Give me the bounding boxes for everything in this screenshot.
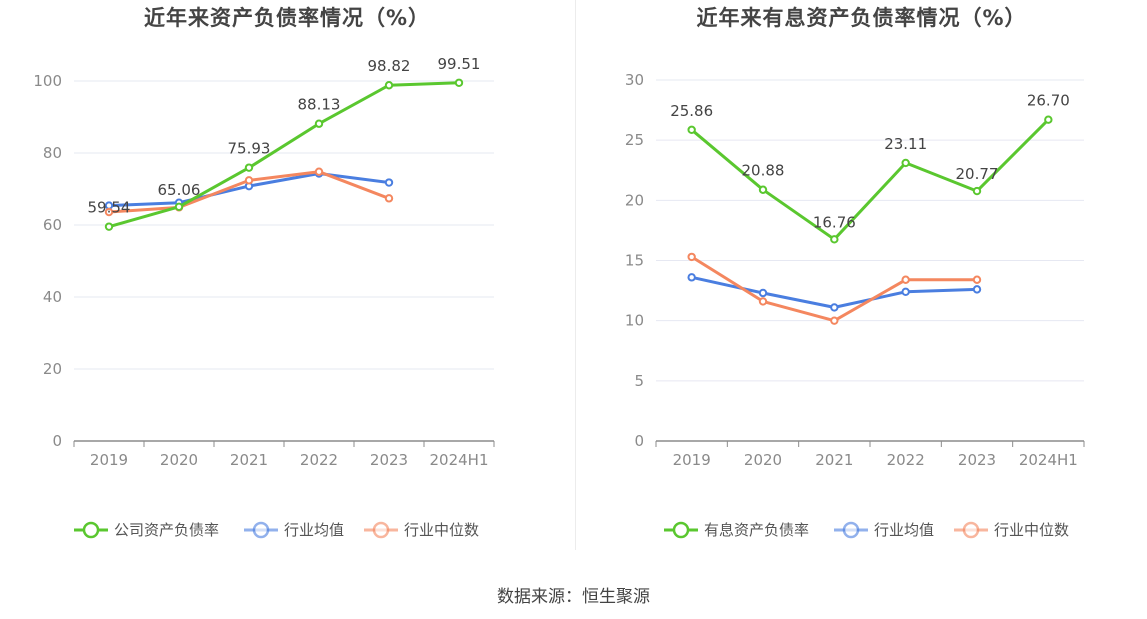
data-point xyxy=(830,235,839,244)
data-point xyxy=(901,275,910,284)
data-point xyxy=(384,178,394,187)
data-point xyxy=(1044,115,1053,124)
x-tick-label: 2021 xyxy=(230,451,268,469)
chart-title: 近年来资产负债率情况（%） xyxy=(143,6,431,30)
y-tick-label: 30 xyxy=(625,71,644,89)
data-point xyxy=(687,273,696,282)
y-tick-label: 40 xyxy=(43,288,62,306)
y-tick-label: 5 xyxy=(634,372,644,390)
series-line xyxy=(691,275,978,309)
interest-bearing-chart: 0 5 10 15 20 25 30 2019 2020 2021 2022 2023 2024H1 25… xyxy=(625,71,1085,539)
data-label: 88.13 xyxy=(298,96,341,114)
x-tick-label: 2023 xyxy=(958,451,996,469)
data-point xyxy=(972,186,982,196)
interest-bearing-chart-panel: 近年来有息资产负债率情况（%） 0 5 10 15 20 25 30 2019 2020 2021… xyxy=(576,0,1147,560)
data-label: 98.82 xyxy=(368,57,411,75)
asset-liability-chart-panel: 近年来资产负债率情况（%） 0 20 40 60 80 100 2019 2020 2021 20… xyxy=(0,0,574,560)
legend-label: 公司资产负债率 xyxy=(114,521,219,539)
data-point xyxy=(830,303,839,312)
legend-label: 行业均值 xyxy=(284,521,344,539)
data-point xyxy=(384,194,394,203)
legend-marker xyxy=(372,521,390,539)
data-label: 26.70 xyxy=(1027,92,1070,110)
y-tick-label: 20 xyxy=(625,191,644,209)
chart-title: 近年来有息资产负债率情况（%） xyxy=(696,6,1027,30)
data-point xyxy=(174,202,184,211)
x-tick-label: 2020 xyxy=(160,451,198,469)
x-tick-label: 2022 xyxy=(887,451,925,469)
panel-divider xyxy=(575,0,576,550)
y-tick-label: 0 xyxy=(52,432,62,450)
asset-liability-chart: 0 20 40 60 80 100 2019 2020 2021 2022 2023 2024H1 59… xyxy=(33,55,495,539)
data-source-note: 数据来源：恒生聚源 xyxy=(497,587,650,607)
data-label: 65.06 xyxy=(158,181,201,199)
y-tick-label: 25 xyxy=(625,131,644,149)
series-line xyxy=(108,81,460,229)
legend-marker xyxy=(252,521,270,539)
data-label: 99.51 xyxy=(438,55,481,73)
data-label: 16.76 xyxy=(813,213,856,231)
y-tick-label: 10 xyxy=(625,312,644,330)
x-tick-label: 2019 xyxy=(673,451,711,469)
data-point xyxy=(687,252,696,262)
data-label: 20.77 xyxy=(956,165,999,183)
data-point xyxy=(314,119,324,128)
data-point xyxy=(687,125,696,135)
legend-marker xyxy=(672,521,690,539)
y-tick-label: 15 xyxy=(625,252,644,270)
y-tick-label: 60 xyxy=(43,216,62,234)
data-point xyxy=(244,176,254,185)
data-point xyxy=(314,167,324,176)
legend-label: 行业均值 xyxy=(874,521,934,539)
y-tick-label: 100 xyxy=(33,72,62,90)
data-point xyxy=(104,207,114,217)
legend-label: 行业中位数 xyxy=(404,521,479,539)
x-tick-label: 2021 xyxy=(815,451,853,469)
data-point xyxy=(454,78,464,87)
data-label: 20.88 xyxy=(742,162,785,180)
x-tick-label: 2024H1 xyxy=(430,451,489,469)
data-point xyxy=(758,185,768,194)
x-tick-label: 2019 xyxy=(90,451,128,469)
legend-marker xyxy=(842,521,860,539)
data-point xyxy=(758,297,768,306)
x-tick-label: 2024H1 xyxy=(1019,451,1078,469)
data-point xyxy=(830,316,839,325)
data-point xyxy=(901,158,910,168)
data-point xyxy=(972,285,982,294)
x-tick-label: 2023 xyxy=(370,451,408,469)
data-point xyxy=(901,287,910,296)
legend-label: 有息资产负债率 xyxy=(704,521,809,539)
legend-label: 行业中位数 xyxy=(994,521,1069,539)
data-label: 75.93 xyxy=(228,140,271,158)
x-tick-label: 2022 xyxy=(300,451,338,469)
legend-marker xyxy=(962,521,980,539)
y-tick-label: 20 xyxy=(43,360,62,378)
data-point xyxy=(758,288,768,298)
data-point xyxy=(384,81,394,90)
data-point xyxy=(972,275,982,284)
legend-marker xyxy=(82,521,100,539)
data-point xyxy=(244,163,254,172)
data-label: 23.11 xyxy=(884,135,927,153)
data-label: 59.54 xyxy=(88,199,131,217)
y-tick-label: 0 xyxy=(634,432,644,450)
data-label: 25.86 xyxy=(670,102,713,120)
series-line xyxy=(690,118,1050,241)
y-tick-label: 80 xyxy=(43,144,62,162)
x-tick-label: 2020 xyxy=(744,451,782,469)
data-point xyxy=(104,222,114,231)
